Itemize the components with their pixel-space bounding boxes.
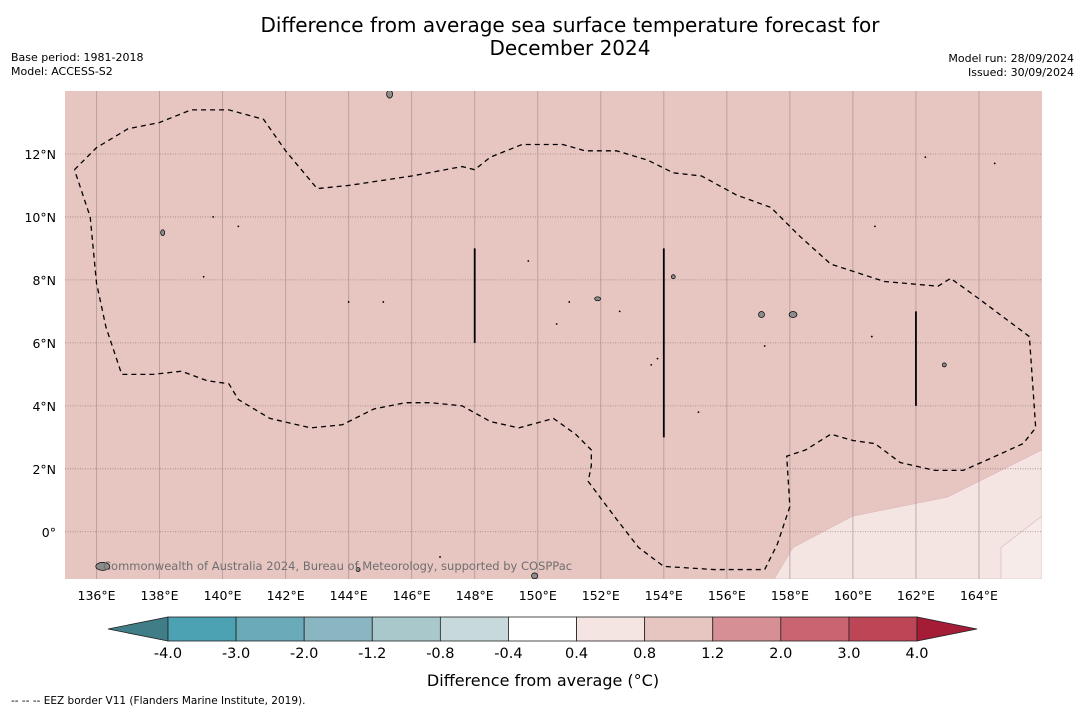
colorbar-extend-low: [107, 616, 169, 642]
colorbar-tick-label: 0.8: [633, 646, 656, 662]
colorbar-label: Difference from average (°C): [427, 671, 659, 690]
colorbar-tick-label: 0.4: [565, 646, 588, 662]
y-tick-label: 12°N: [24, 147, 56, 162]
colorbar-swatch: [848, 616, 918, 642]
ocean-background: [65, 91, 1042, 579]
islet-dot: [650, 364, 653, 366]
chart-title: Difference from average sea surface temp…: [230, 14, 910, 60]
issued-label: Issued: 30/09/2024: [967, 66, 1074, 79]
x-tick-label: 140°E: [204, 588, 242, 603]
colorbar-swatch: [644, 616, 714, 642]
x-tick-label: 136°E: [78, 588, 116, 603]
island-shape: [160, 229, 166, 237]
eez-border-line: [73, 109, 1037, 571]
islet-dot: [202, 275, 205, 278]
colorbar-swatch: [167, 616, 237, 642]
islet-dot: [439, 556, 441, 558]
island-shape: [531, 572, 538, 579]
colorbar-tick-label: 1.2: [701, 646, 724, 662]
title-line-1: Difference from average sea surface temp…: [260, 13, 880, 37]
islet-dot: [870, 335, 873, 338]
island-shape: [758, 311, 765, 318]
attribution-text: Commonwealth of Australia 2024, Bureau o…: [103, 559, 572, 573]
x-tick-label: 164°E: [960, 588, 998, 603]
title-line-2: December 2024: [489, 36, 651, 60]
y-tick-label: 8°N: [32, 273, 56, 288]
island-shape: [386, 91, 393, 99]
x-tick-label: 160°E: [834, 588, 872, 603]
y-tick-label: 2°N: [32, 462, 56, 477]
x-tick-label: 156°E: [708, 588, 746, 603]
meta-left: Base period: 1981-2018 Model: ACCESS-S2: [11, 51, 143, 79]
islet-dot: [697, 411, 700, 414]
colorbar-swatch: [303, 616, 373, 642]
colorbar-tick-label: 4.0: [905, 646, 928, 662]
islet-dot: [527, 260, 530, 262]
islet-dot: [382, 301, 385, 303]
colorbar-tick-label: -3.0: [222, 646, 250, 662]
x-tick-label: 154°E: [645, 588, 683, 603]
colorbar-tick-label: -2.0: [290, 646, 318, 662]
islet-dot: [555, 323, 558, 325]
islet-dot: [993, 162, 996, 165]
x-tick-label: 162°E: [897, 588, 935, 603]
x-tick-label: 150°E: [519, 588, 557, 603]
island-shape: [594, 296, 601, 302]
y-tick-label: 10°N: [24, 210, 56, 225]
island-shape: [941, 362, 947, 368]
base-period-label: Base period: 1981-2018: [11, 51, 144, 64]
y-tick-label: 0°: [42, 525, 56, 540]
x-tick-label: 138°E: [141, 588, 179, 603]
colorbar-tick-label: 2.0: [769, 646, 792, 662]
x-tick-label: 142°E: [267, 588, 305, 603]
colorbar-swatch: [508, 616, 577, 642]
y-tick-label: 6°N: [32, 336, 56, 351]
islet-dot: [618, 310, 621, 313]
x-tick-label: 148°E: [456, 588, 494, 603]
warm-band-inner: [1000, 515, 1042, 579]
islet-dot: [212, 216, 215, 218]
colorbar-extend-high: [916, 616, 978, 642]
eez-legend-note: -- -- -- EEZ border V11 (Flanders Marine…: [11, 695, 306, 707]
islet-dot: [347, 301, 350, 303]
colorbar-tick-label: 3.0: [837, 646, 860, 662]
islet-dot: [763, 345, 766, 347]
colorbar-swatch: [780, 616, 850, 642]
x-tick-label: 144°E: [330, 588, 368, 603]
islet-dot: [656, 357, 659, 360]
colorbar-swatch: [439, 616, 509, 642]
island-shape: [355, 567, 361, 572]
model-label: Model: ACCESS-S2: [11, 65, 113, 78]
colorbar-swatch: [712, 616, 782, 642]
colorbar-swatch: [235, 616, 305, 642]
islet-dot: [924, 156, 927, 159]
meta-right: Model run: 28/09/2024 Issued: 30/09/2024: [948, 52, 1074, 80]
islet-dot: [874, 225, 876, 228]
colorbar-tick-label: -0.4: [494, 646, 522, 662]
x-tick-label: 152°E: [582, 588, 620, 603]
x-tick-label: 158°E: [771, 588, 809, 603]
colorbar-swatch: [576, 616, 646, 642]
colorbar-tick-label: -4.0: [154, 646, 182, 662]
colorbar-tick-label: -1.2: [358, 646, 386, 662]
x-tick-label: 146°E: [393, 588, 431, 603]
island-shape: [788, 311, 798, 318]
islet-dot: [237, 225, 240, 228]
island-shape: [670, 274, 676, 280]
model-run-label: Model run: 28/09/2024: [948, 52, 1074, 65]
colorbar-swatch: [371, 616, 441, 642]
colorbar-tick-label: -0.8: [426, 646, 454, 662]
warm-band-region: [773, 449, 1042, 579]
island-shape: [95, 562, 111, 571]
islet-dot: [568, 301, 571, 303]
y-tick-label: 4°N: [32, 399, 56, 414]
